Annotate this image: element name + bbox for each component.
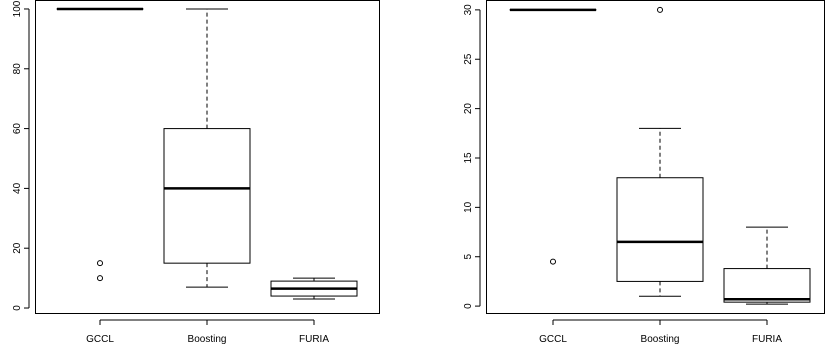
outlier-point bbox=[97, 260, 103, 267]
iqr-box bbox=[616, 177, 704, 282]
box-boosting bbox=[616, 6, 704, 297]
iqr-box bbox=[163, 128, 251, 264]
box-gccl bbox=[56, 7, 144, 282]
y-tick-label: 25 bbox=[463, 53, 474, 65]
outlier-point bbox=[97, 275, 103, 282]
plot-frame bbox=[486, 0, 825, 314]
y-tick-label: 0 bbox=[12, 305, 23, 311]
iqr-box bbox=[723, 268, 811, 303]
y-tick-label: 60 bbox=[12, 123, 23, 135]
x-tick-label: Boosting bbox=[641, 334, 680, 345]
x-tick-label: Boosting bbox=[188, 334, 227, 345]
x-tick-label: FURIA bbox=[752, 334, 782, 345]
y-tick-label: 15 bbox=[463, 152, 474, 164]
y-tick-label: 80 bbox=[12, 63, 23, 75]
y-tick-label: 30 bbox=[463, 4, 474, 16]
outlier-point bbox=[657, 6, 663, 13]
boxplot-panel-2: 0 5 10 15 20 25 30 GCCL Boosting FURIA bbox=[463, 0, 825, 345]
y-tick-label: 100 bbox=[12, 0, 23, 17]
box-furia bbox=[723, 226, 811, 305]
x-tick-label: GCCL bbox=[86, 334, 114, 345]
box-boosting bbox=[163, 8, 251, 288]
x-tick-label: FURIA bbox=[299, 334, 329, 345]
y-tick-label: 20 bbox=[12, 242, 23, 254]
y-tick-label: 20 bbox=[463, 103, 474, 115]
outlier-point bbox=[550, 258, 556, 265]
y-tick-label: 5 bbox=[463, 254, 474, 260]
plot-frame bbox=[35, 0, 380, 314]
box-gccl bbox=[509, 8, 597, 265]
y-tick-label: 10 bbox=[463, 201, 474, 213]
box-furia bbox=[270, 277, 358, 300]
x-tick-label: GCCL bbox=[539, 334, 567, 345]
boxplot-panel-1: 0 20 40 60 80 100 GCCL Boosting FURIA bbox=[12, 0, 380, 345]
y-tick-label: 40 bbox=[12, 182, 23, 194]
y-tick-label: 0 bbox=[463, 303, 474, 309]
